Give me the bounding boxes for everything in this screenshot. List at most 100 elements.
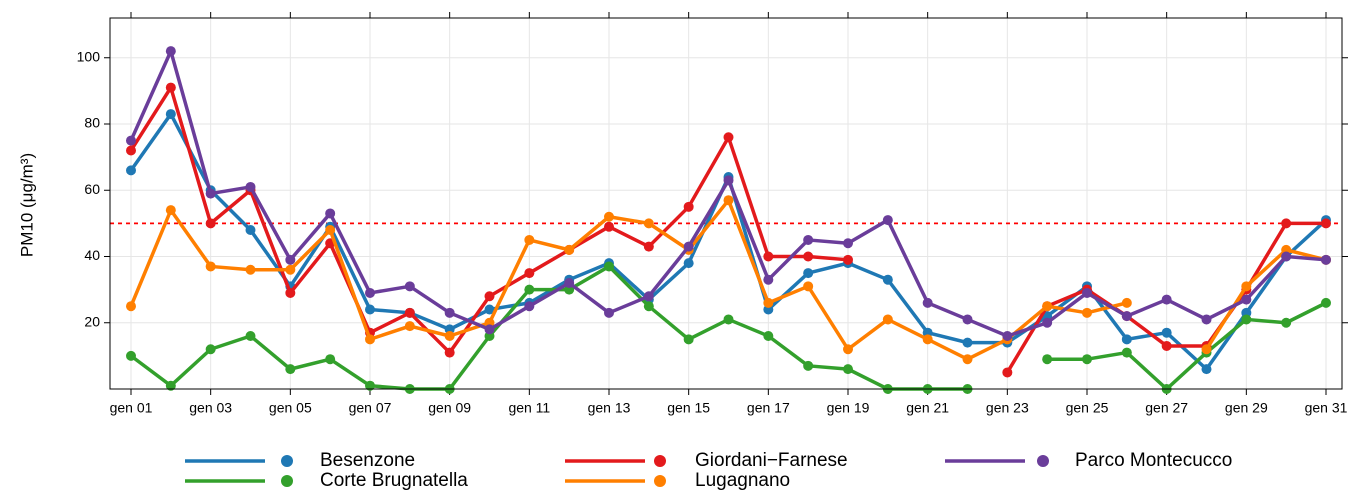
series-point (604, 307, 614, 318)
series-point (285, 287, 296, 298)
series-point (1042, 301, 1053, 312)
series-point (404, 281, 415, 292)
series-point (882, 314, 893, 325)
series-point (165, 82, 176, 93)
series-point (285, 364, 296, 375)
series-point (1321, 218, 1331, 229)
series-point (325, 225, 336, 235)
series-point (285, 254, 296, 265)
x-tick-label: gen 07 (349, 400, 392, 416)
series-point (1121, 297, 1132, 308)
series-point (404, 321, 415, 332)
series-point (723, 132, 734, 143)
legend-point (654, 455, 666, 467)
legend-label: Parco Montecucco (1075, 450, 1232, 471)
x-tick-label: gen 15 (667, 400, 710, 416)
series-point (643, 301, 654, 312)
series-point (1321, 254, 1331, 265)
series-point (723, 195, 734, 206)
series-point (524, 284, 535, 295)
series-point (723, 314, 734, 325)
series-point (763, 331, 774, 341)
series-point (1121, 334, 1132, 345)
series-point (444, 347, 455, 358)
series-point (763, 297, 774, 308)
series-point (245, 225, 256, 235)
legend-point (1037, 455, 1049, 467)
y-tick-label: 20 (84, 313, 100, 329)
series-point (803, 251, 814, 262)
x-tick-label: gen 09 (428, 400, 471, 416)
series-point (444, 331, 455, 341)
series-point (1082, 354, 1092, 365)
series-point (843, 344, 853, 355)
series-point (1201, 314, 1212, 325)
series-point (1281, 317, 1292, 328)
y-tick-label: 80 (84, 115, 100, 131)
legend-point (281, 475, 293, 487)
x-tick-label: gen 17 (747, 400, 790, 416)
series-point (524, 301, 535, 312)
legend-label: Giordani−Farnese (695, 450, 848, 471)
series-line (1047, 301, 1327, 391)
series-line (129, 49, 1327, 338)
series-point (444, 307, 455, 318)
series-point (683, 241, 694, 252)
series-point (1042, 354, 1053, 365)
series-point (1241, 314, 1252, 325)
series-point (245, 181, 256, 192)
series-point (803, 360, 814, 371)
series-point (962, 314, 973, 325)
x-tick-label: gen 27 (1145, 400, 1188, 416)
series-point (205, 218, 216, 229)
series-point (245, 264, 256, 275)
series-point (604, 261, 614, 272)
series-point (922, 334, 933, 345)
x-tick-label: gen 29 (1225, 400, 1268, 416)
y-tick-label: 100 (77, 48, 101, 64)
series-point (803, 281, 814, 292)
x-tick-label: gen 25 (1066, 400, 1109, 416)
legend-label: Corte Brugnatella (320, 470, 468, 490)
legend-point (654, 475, 666, 487)
x-tick-label: gen 21 (906, 400, 949, 416)
legend-label: Lugagnano (695, 470, 790, 490)
series-point (126, 145, 136, 156)
series-point (1201, 364, 1212, 375)
series-point (604, 211, 614, 222)
plot-frame (109, 17, 1343, 390)
series-point (484, 304, 495, 315)
series-point (803, 234, 814, 245)
series-point (1161, 340, 1172, 351)
series-point (205, 188, 216, 199)
series-point (165, 380, 176, 391)
series-point (325, 208, 336, 219)
series-point (843, 238, 853, 249)
series-point (1121, 311, 1132, 322)
series-point (683, 258, 694, 269)
series-point (1121, 347, 1132, 358)
series-point (1281, 218, 1292, 229)
series-point (962, 337, 973, 348)
series-point (404, 307, 415, 318)
series-point (882, 215, 893, 226)
series-point (484, 324, 495, 335)
series-point (723, 175, 734, 186)
legend-label: Besenzone (320, 450, 415, 471)
series-point (922, 297, 933, 308)
series-point (285, 264, 296, 275)
series-point (1281, 251, 1292, 262)
series-point (1201, 344, 1212, 355)
series-point (365, 287, 375, 298)
series-point (882, 274, 893, 285)
series-point (205, 261, 216, 272)
series-point (524, 234, 535, 245)
series-point (1002, 367, 1013, 378)
series-point (683, 334, 694, 345)
x-tick-label: gen 13 (588, 400, 631, 416)
y-axis-label: PM10 (μg/m³) (17, 153, 36, 257)
series-point (325, 354, 336, 365)
series-point (1082, 287, 1092, 298)
series-line (1205, 248, 1327, 351)
series-point (165, 205, 176, 216)
